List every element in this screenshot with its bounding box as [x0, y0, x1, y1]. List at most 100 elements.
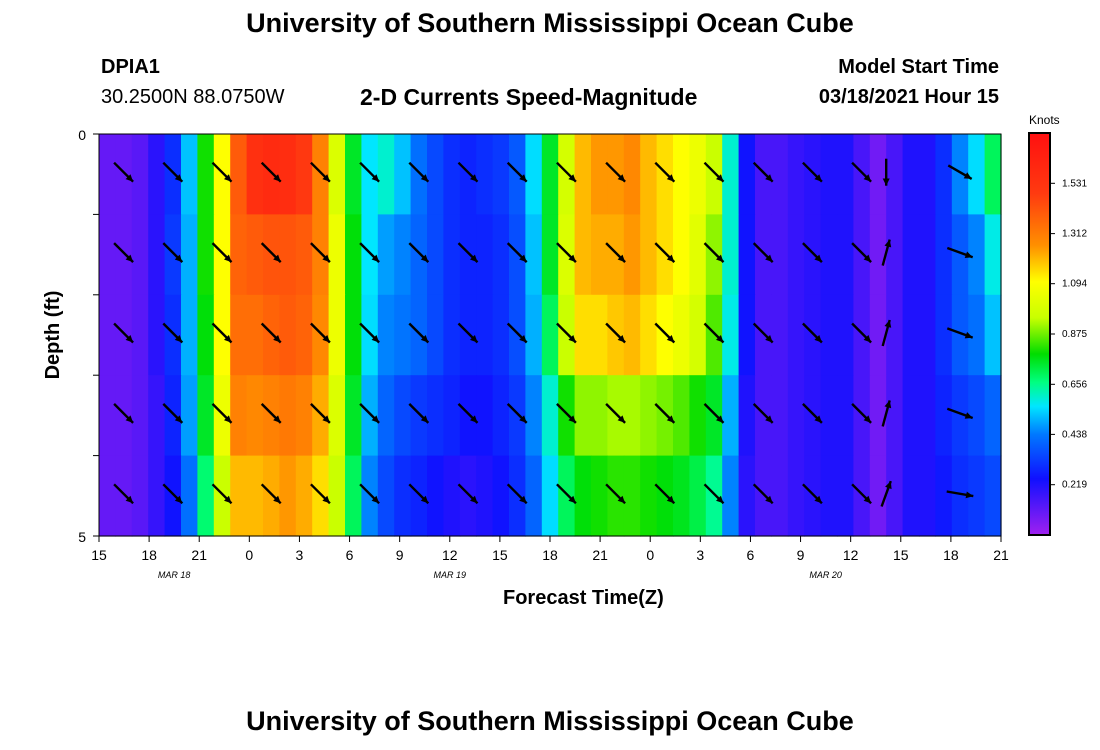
x-tick-label: 9 — [797, 547, 805, 563]
current-arrow — [310, 161, 331, 183]
heatmap-cells — [99, 134, 1002, 537]
heat-cell — [476, 375, 494, 457]
heat-cell — [361, 375, 379, 457]
heat-cell — [853, 455, 871, 537]
heat-cell — [377, 214, 395, 296]
current-arrow — [506, 322, 528, 344]
current-arrow — [851, 242, 872, 263]
heat-cell — [607, 294, 625, 376]
chart-subtitle: 2-D Currents Speed-Magnitude — [360, 84, 698, 110]
current-arrow — [802, 242, 823, 263]
heat-cell — [623, 455, 641, 537]
heat-cell — [837, 455, 854, 537]
heat-cell — [607, 134, 625, 215]
heat-cell — [951, 134, 969, 215]
heat-cell — [492, 214, 510, 296]
current-arrow — [802, 322, 823, 344]
x-tick-label: 0 — [646, 547, 654, 563]
heat-cell — [181, 134, 198, 215]
x-tick-label: 3 — [296, 547, 304, 563]
heat-cell — [722, 375, 740, 457]
heat-cell — [394, 375, 412, 457]
heat-cell — [951, 214, 969, 296]
colorbar-ticks: 1.531 1.312 1.094 0.875 0.656 0.438 0.219 — [1050, 178, 1087, 491]
heat-cell — [131, 455, 149, 537]
model-start-value: 03/18/2021 Hour 15 — [818, 86, 999, 108]
x-tick-label: 9 — [396, 547, 404, 563]
heat-cell — [541, 294, 559, 376]
heat-cell — [738, 455, 756, 537]
heat-cell — [886, 375, 904, 457]
heat-cell — [197, 134, 215, 215]
x-tick-label: 12 — [843, 547, 859, 563]
current-arrow — [162, 322, 184, 344]
heat-cell — [197, 375, 215, 457]
heat-cell — [984, 134, 1002, 215]
heat-cell — [99, 375, 116, 457]
heat-cell — [853, 375, 871, 457]
heat-cell — [640, 455, 658, 537]
current-arrow — [605, 403, 626, 424]
heat-cell — [656, 214, 674, 296]
current-arrow — [654, 242, 676, 263]
heat-cell — [410, 375, 428, 457]
colorbar — [1028, 132, 1051, 536]
colorbar-units: Knots — [1029, 113, 1060, 127]
heat-cell — [837, 214, 854, 296]
current-arrow — [457, 242, 479, 263]
heat-cell — [410, 294, 428, 376]
heat-cell — [328, 375, 346, 457]
heat-cell — [492, 455, 510, 537]
heat-cell — [640, 214, 658, 296]
heat-cell — [591, 214, 608, 296]
heat-cell — [525, 214, 543, 296]
heat-cell — [115, 375, 133, 457]
heat-cell — [295, 375, 313, 457]
heat-cell — [984, 375, 1002, 457]
current-arrow — [752, 242, 774, 263]
current-arrow — [260, 403, 282, 424]
heat-cell — [787, 455, 805, 537]
heat-cell — [837, 134, 854, 215]
heat-cell — [312, 294, 330, 376]
heat-cell — [902, 214, 920, 296]
x-tick-label: 15 — [893, 547, 909, 563]
date-label: MAR 18 — [158, 570, 191, 580]
current-arrow — [457, 483, 479, 505]
current-arrow — [260, 322, 282, 344]
heat-cell — [623, 375, 641, 457]
current-arrow — [703, 161, 725, 183]
station-id: DPIA1 — [101, 56, 160, 78]
heat-cell — [837, 294, 854, 376]
heat-cell — [345, 294, 362, 376]
date-label: MAR 19 — [434, 570, 467, 580]
current-arrow — [851, 161, 872, 183]
heat-cell — [771, 455, 789, 537]
current-arrow — [113, 161, 134, 183]
heat-cell — [705, 294, 723, 376]
heat-cell — [607, 455, 625, 537]
current-arrow — [408, 403, 430, 424]
heat-cell — [525, 134, 543, 215]
heat-cell — [738, 214, 756, 296]
heat-cell — [131, 294, 149, 376]
current-arrow — [802, 483, 823, 505]
heat-cell — [459, 375, 477, 457]
current-arrow — [506, 403, 528, 424]
heat-cell — [476, 455, 494, 537]
heat-cell — [443, 294, 461, 376]
current-arrow — [162, 242, 184, 263]
heat-cell — [837, 375, 854, 457]
heat-cell — [902, 134, 920, 215]
heat-cell — [673, 375, 690, 457]
current-arrow — [752, 322, 774, 344]
heat-cell — [312, 214, 330, 296]
heat-cell — [377, 375, 395, 457]
heat-cell — [755, 455, 772, 537]
current-arrow — [359, 483, 380, 505]
heat-cell — [919, 134, 936, 215]
heat-cell — [361, 455, 379, 537]
heat-cell — [295, 134, 313, 215]
heat-cell — [394, 294, 412, 376]
